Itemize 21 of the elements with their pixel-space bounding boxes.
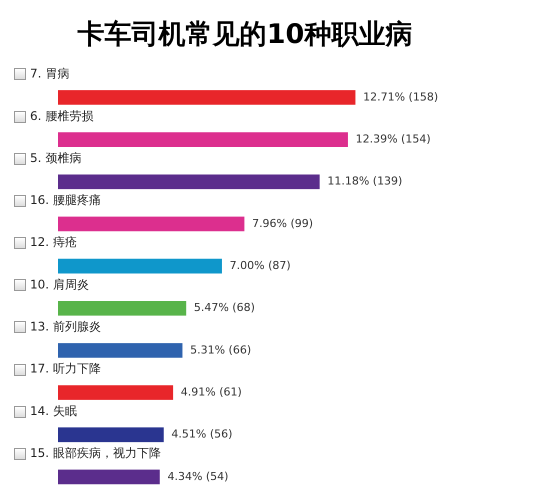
- data-label: 7.00% (87): [230, 258, 291, 272]
- y-tick-label: 15. 眼部疾病，视力下降: [30, 446, 161, 460]
- y-tick-label: 16. 腰腿疼痛: [30, 193, 101, 208]
- y-tick-label: 13. 前列腺炎: [30, 320, 101, 334]
- y-tick-label: 10. 肩周炎: [30, 277, 89, 292]
- data-label: 4.51% (56): [171, 428, 232, 441]
- data-label: 5.31% (66): [190, 343, 252, 356]
- data-label: 4.34% (54): [167, 470, 228, 483]
- data-label: 12.39% (154): [356, 132, 431, 146]
- y-tick-label: 6. 腰椎劳损: [30, 108, 94, 123]
- y-tick-label: 17. 听力下降: [30, 362, 101, 376]
- y-tick-label: 7. 胃病: [30, 66, 70, 81]
- data-label: 4.91% (61): [180, 385, 242, 398]
- chart-title: 卡车司机常见的10种职业病: [76, 19, 412, 50]
- y-tick-label: 12. 痔疮: [30, 235, 77, 250]
- data-label: 7.96% (99): [252, 216, 314, 230]
- y-tick-label: 14. 失眠: [30, 404, 77, 418]
- data-label: 11.18% (139): [327, 174, 402, 188]
- y-tick-label: 5. 颈椎病: [30, 150, 82, 165]
- data-label: 5.47% (68): [194, 301, 255, 314]
- data-label: 12.71% (158): [363, 90, 438, 104]
